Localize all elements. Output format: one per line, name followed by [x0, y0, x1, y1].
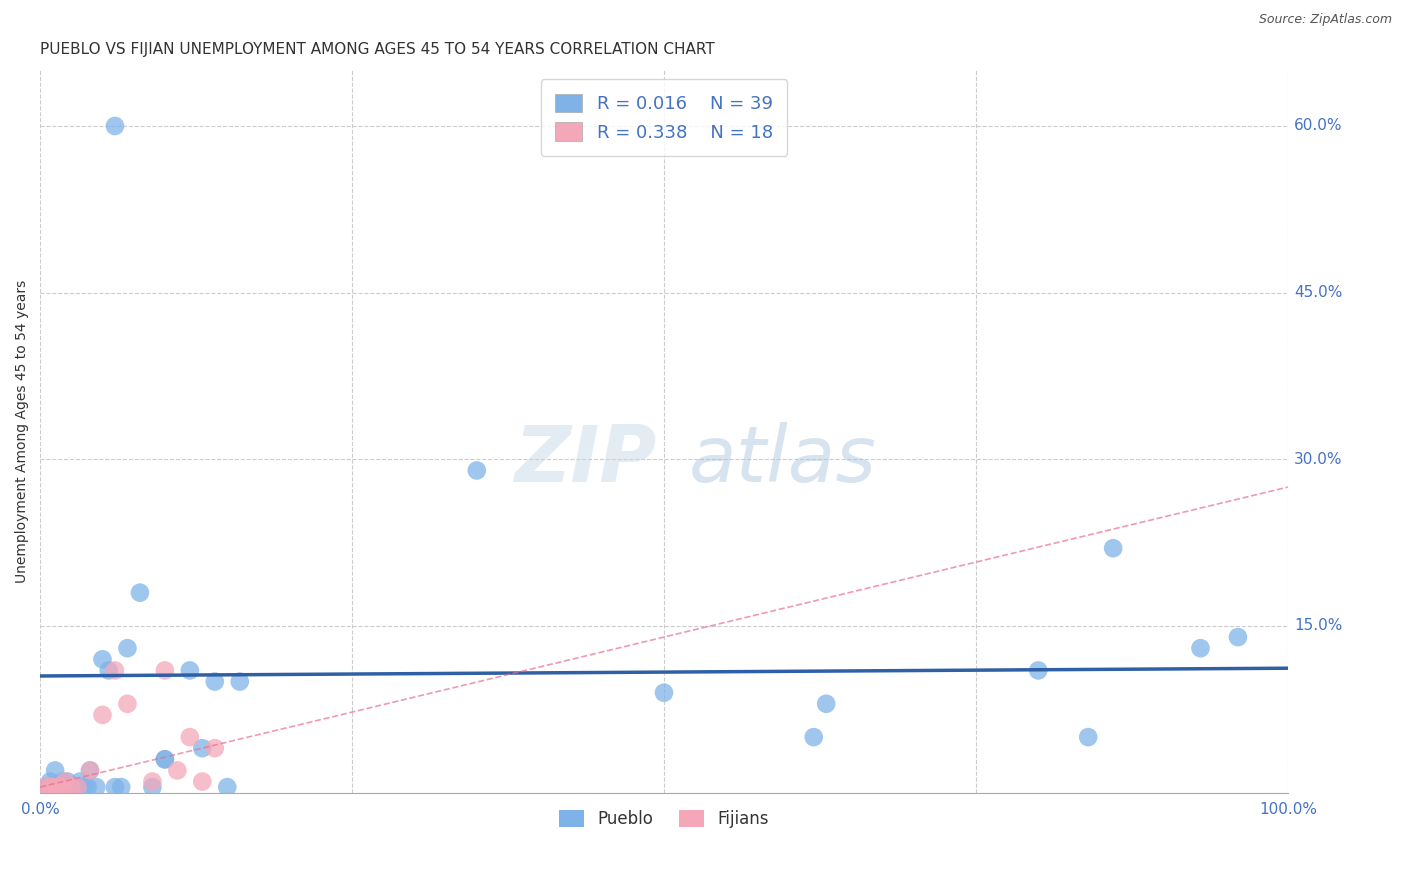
- Point: [153, 752, 176, 766]
- Point: [141, 780, 163, 794]
- Point: [76, 780, 98, 794]
- Point: [229, 674, 252, 689]
- Point: [104, 119, 127, 133]
- Point: [91, 707, 114, 722]
- Point: [53, 774, 76, 789]
- Point: [48, 780, 70, 794]
- Point: [1226, 630, 1249, 644]
- Point: [52, 780, 75, 794]
- Point: [39, 774, 62, 789]
- Point: [69, 774, 91, 789]
- Point: [41, 780, 63, 794]
- Point: [1077, 730, 1099, 744]
- Point: [84, 780, 107, 794]
- Point: [41, 780, 63, 794]
- Point: [97, 664, 120, 678]
- Point: [204, 741, 226, 756]
- Point: [153, 664, 176, 678]
- Point: [60, 780, 83, 794]
- Point: [166, 764, 188, 778]
- Point: [48, 780, 70, 794]
- Point: [204, 674, 226, 689]
- Point: [66, 780, 89, 794]
- Point: [52, 774, 75, 789]
- Legend: Pueblo, Fijians: Pueblo, Fijians: [553, 804, 775, 835]
- Point: [79, 764, 101, 778]
- Text: atlas: atlas: [689, 423, 877, 499]
- Text: PUEBLO VS FIJIAN UNEMPLOYMENT AMONG AGES 45 TO 54 YEARS CORRELATION CHART: PUEBLO VS FIJIAN UNEMPLOYMENT AMONG AGES…: [41, 42, 714, 57]
- Point: [815, 697, 838, 711]
- Point: [56, 774, 79, 789]
- Point: [141, 774, 163, 789]
- Point: [191, 741, 214, 756]
- Point: [1102, 541, 1125, 556]
- Point: [179, 730, 201, 744]
- Text: 60.0%: 60.0%: [1294, 119, 1343, 134]
- Point: [44, 764, 66, 778]
- Point: [217, 780, 239, 794]
- Y-axis label: Unemployment Among Ages 45 to 54 years: Unemployment Among Ages 45 to 54 years: [15, 280, 30, 583]
- Point: [153, 752, 176, 766]
- Text: Source: ZipAtlas.com: Source: ZipAtlas.com: [1258, 13, 1392, 27]
- Point: [53, 780, 76, 794]
- Text: 15.0%: 15.0%: [1294, 618, 1343, 633]
- Point: [91, 652, 114, 666]
- Point: [652, 686, 675, 700]
- Point: [1189, 641, 1212, 656]
- Point: [63, 780, 86, 794]
- Point: [73, 780, 96, 794]
- Point: [39, 780, 62, 794]
- Point: [179, 664, 201, 678]
- Point: [191, 774, 214, 789]
- Text: 30.0%: 30.0%: [1294, 452, 1343, 467]
- Point: [1026, 664, 1049, 678]
- Text: ZIP: ZIP: [515, 423, 657, 499]
- Point: [35, 780, 58, 794]
- Point: [66, 780, 89, 794]
- Point: [117, 641, 139, 656]
- Text: 45.0%: 45.0%: [1294, 285, 1343, 300]
- Point: [60, 780, 83, 794]
- Point: [110, 780, 132, 794]
- Point: [35, 780, 58, 794]
- Point: [465, 463, 488, 477]
- Point: [104, 780, 127, 794]
- Point: [129, 585, 152, 599]
- Point: [79, 764, 101, 778]
- Point: [104, 664, 127, 678]
- Point: [117, 697, 139, 711]
- Point: [803, 730, 825, 744]
